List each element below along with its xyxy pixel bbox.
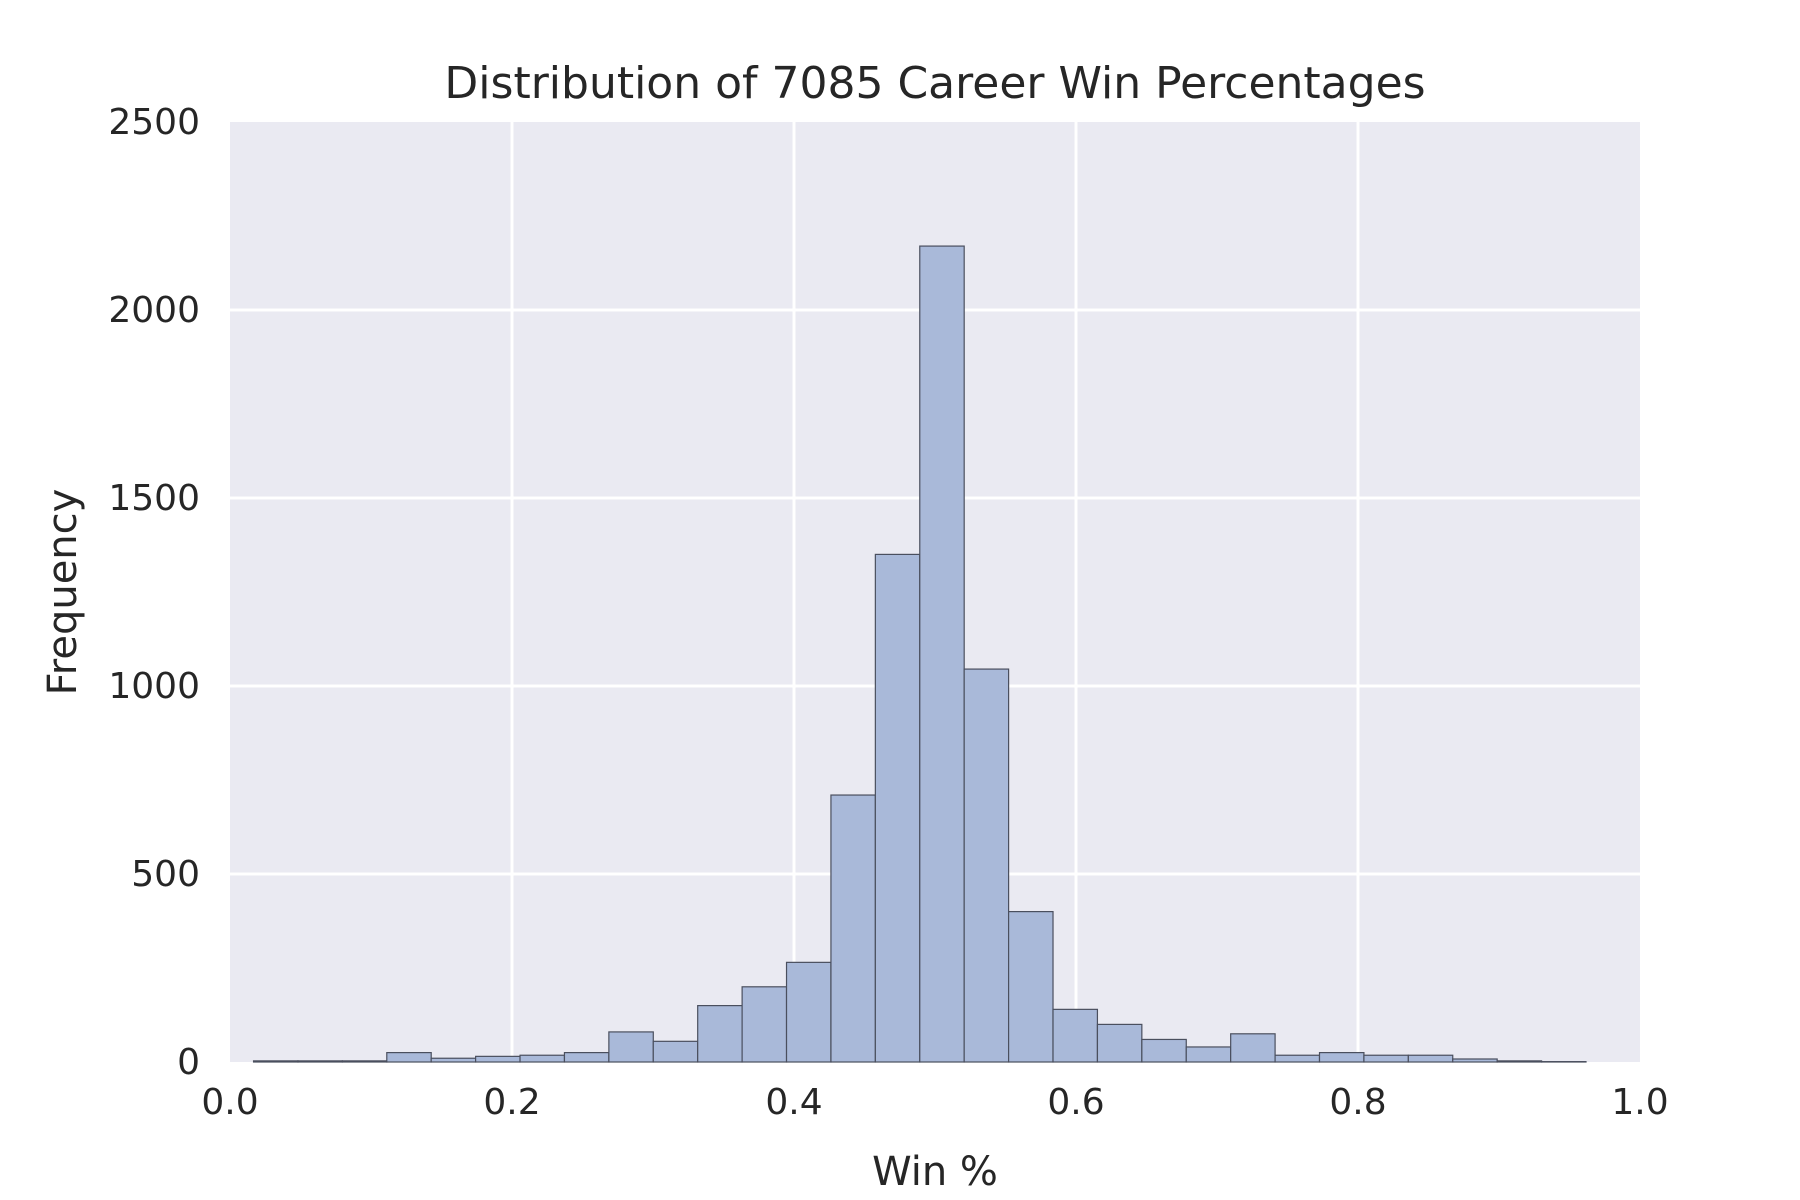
histogram-bar (1363, 1054, 1409, 1063)
histogram-bar (297, 1060, 343, 1063)
histogram-bar (519, 1054, 566, 1063)
histogram-bar (430, 1057, 477, 1063)
histogram-bar (1230, 1033, 1276, 1063)
y-tick-labels: 0 500 1000 1500 2000 2500 (108, 102, 200, 1083)
histogram-bar (697, 1004, 743, 1063)
histogram-bar (1274, 1054, 1321, 1063)
histogram-bar (252, 1060, 299, 1063)
histogram-bar (341, 1060, 388, 1063)
histogram-bar (563, 1051, 610, 1063)
x-tick-label: 0.4 (765, 1082, 822, 1123)
histogram-bar (1452, 1058, 1498, 1063)
x-tick-label: 0.0 (201, 1082, 258, 1123)
histogram-bar (919, 245, 965, 1063)
x-tick-label: 0.2 (483, 1082, 540, 1123)
y-tick-label: 1500 (108, 478, 200, 519)
histogram-bar (830, 794, 876, 1063)
chart-title: Distribution of 7085 Career Win Percenta… (444, 58, 1425, 109)
histogram-bar (874, 553, 921, 1063)
y-tick-label: 500 (131, 854, 200, 895)
y-tick-label: 1000 (108, 666, 200, 707)
histogram-bar (741, 986, 788, 1063)
histogram-bar (1141, 1038, 1187, 1063)
histogram-bars (252, 245, 1587, 1063)
x-tick-label: 1.0 (1611, 1082, 1668, 1123)
histogram-bar (386, 1051, 432, 1063)
y-tick-label: 2500 (108, 102, 200, 143)
histogram-bar (1407, 1054, 1454, 1063)
histogram-bar (1496, 1060, 1543, 1063)
histogram-bar (1096, 1023, 1143, 1063)
x-tick-label: 0.6 (1047, 1082, 1104, 1123)
y-tick-label: 0 (177, 1042, 200, 1083)
histogram-bar (652, 1040, 699, 1063)
x-axis-label: Win % (872, 1149, 998, 1195)
histogram-bar (1185, 1046, 1232, 1063)
x-tick-labels: 0.0 0.2 0.4 0.6 0.8 1.0 (201, 1082, 1668, 1123)
x-tick-label: 0.8 (1329, 1082, 1386, 1123)
histogram-bar (608, 1031, 654, 1063)
histogram-bar (785, 961, 832, 1063)
histogram-bar (475, 1055, 521, 1063)
histogram-bar (1008, 910, 1054, 1063)
histogram-bar (1052, 1008, 1099, 1063)
histogram-bar (963, 668, 1010, 1063)
histogram-bar (1318, 1051, 1365, 1063)
y-axis-label: Frequency (40, 489, 86, 696)
y-tick-label: 2000 (108, 290, 200, 331)
